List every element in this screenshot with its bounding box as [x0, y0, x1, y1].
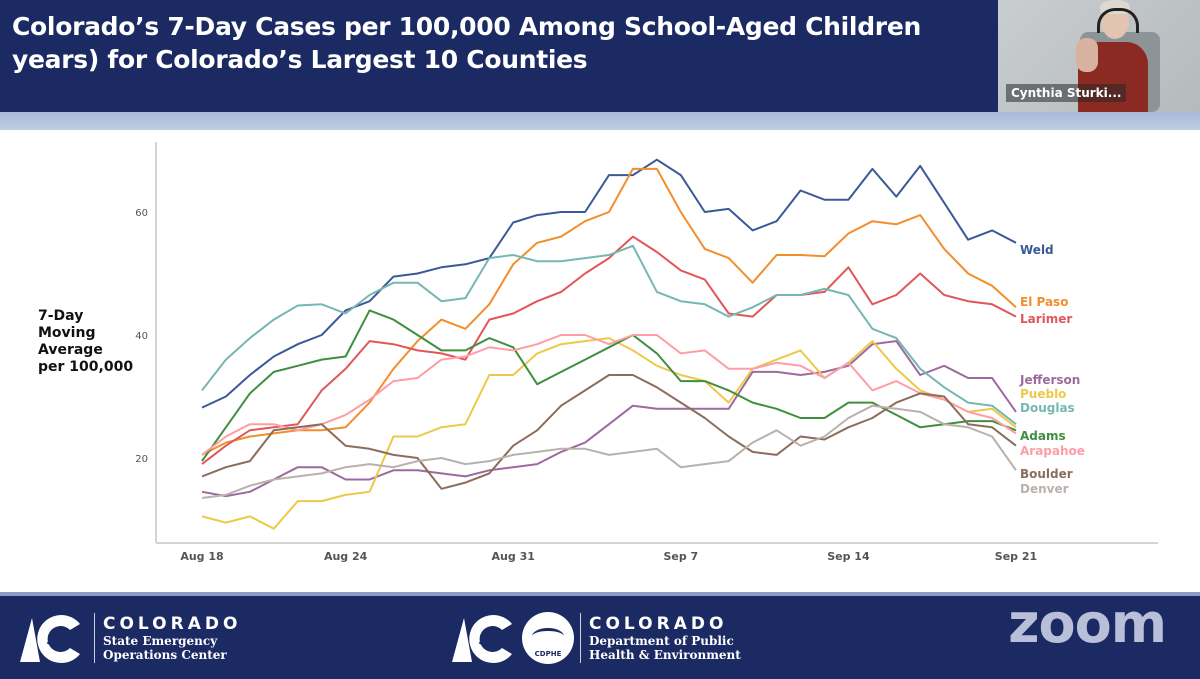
slide-footer: COLORADO State Emergency Operations Cent…: [0, 592, 1200, 679]
y-tick-label: 20: [135, 454, 148, 465]
video-person-hand: [1076, 38, 1098, 72]
colorado-c-logo-icon: [450, 610, 520, 666]
y-axis-title-line: Moving: [38, 325, 96, 341]
series-line-larimer: [201, 235, 1017, 465]
series-line-denver: [201, 404, 1017, 499]
logo-divider: [580, 613, 581, 663]
slide-title-line-1: Colorado’s 7-Day Cases per 100,000 Among…: [12, 12, 921, 41]
series-label-denver: Denver: [1020, 482, 1069, 496]
logo-subtitle: State Emergency: [103, 634, 218, 648]
participant-name: Cynthia Sturki...: [1006, 84, 1127, 102]
headset-icon: [1097, 8, 1139, 33]
y-axis-title: 7-Day Moving Average per 100,000: [38, 308, 133, 376]
y-tick-label: 60: [135, 208, 148, 219]
logo-subtitle: Operations Center: [103, 648, 227, 662]
series-line-jefferson: [201, 340, 1017, 498]
cdphe-seal-icon: CDPHE: [522, 612, 574, 664]
series-label-pueblo: Pueblo: [1020, 387, 1066, 401]
x-tick-label: Sep 21: [995, 550, 1037, 563]
x-tick-label: Aug 31: [492, 550, 535, 563]
series-line-el-paso: [201, 167, 1017, 456]
series-line-arapahoe: [201, 334, 1017, 456]
logo-title: COLORADO: [103, 614, 242, 634]
series-label-douglas: Douglas: [1020, 401, 1075, 415]
y-tick-label: 40: [135, 331, 148, 342]
line-chart: 20 40 60 Aug 18 Aug 24 Aug 31 Sep 7 Sep 14 Sep …: [135, 142, 1158, 563]
x-tick-label: Sep 14: [827, 550, 870, 563]
series-line-weld: [201, 158, 1017, 409]
cdphe-badge-text: CDPHE: [534, 650, 562, 658]
x-tick-label: Sep 7: [663, 550, 698, 563]
series-label-jefferson: Jefferson: [1019, 373, 1080, 387]
header-divider-band: [0, 112, 1200, 130]
logo-subtitle: Department of Public: [589, 634, 734, 648]
zoom-watermark-logo: zoom: [1008, 592, 1167, 655]
y-axis-title-line: per 100,000: [38, 359, 134, 375]
x-tick-label: Aug 24: [324, 550, 368, 563]
series-line-douglas: [201, 244, 1017, 425]
cdphe-logo: CDPHE COLORADO Department of Public Heal…: [450, 610, 741, 666]
series-line-pueblo: [201, 337, 1017, 530]
series-label-larimer: Larimer: [1020, 312, 1072, 326]
series-label-adams: Adams: [1020, 429, 1066, 443]
chart-area: 7-Day Moving Average per 100,000 20 40 60 …: [0, 130, 1200, 590]
series-label-arapahoe: Arapahoe: [1020, 444, 1085, 458]
colorado-c-logo-icon: [18, 610, 88, 666]
slide-title-line-2: years) for Colorado’s Largest 10 Countie…: [12, 45, 588, 74]
y-axis-title-line: 7-Day: [38, 308, 84, 324]
series-label-weld: Weld: [1020, 243, 1054, 257]
series-label-el-paso: El Paso: [1020, 295, 1068, 309]
series-line-boulder: [201, 374, 1017, 490]
participant-video-tile[interactable]: Cynthia Sturki...: [998, 0, 1200, 112]
logo-subtitle: Health & Environment: [589, 648, 741, 662]
x-tick-label: Aug 18: [180, 550, 223, 563]
logo-divider: [94, 613, 95, 663]
logo-title: COLORADO: [589, 614, 728, 634]
series-label-boulder: Boulder: [1020, 467, 1073, 481]
y-axis-title-line: Average: [38, 342, 103, 358]
seoc-logo: COLORADO State Emergency Operations Cent…: [18, 610, 241, 666]
